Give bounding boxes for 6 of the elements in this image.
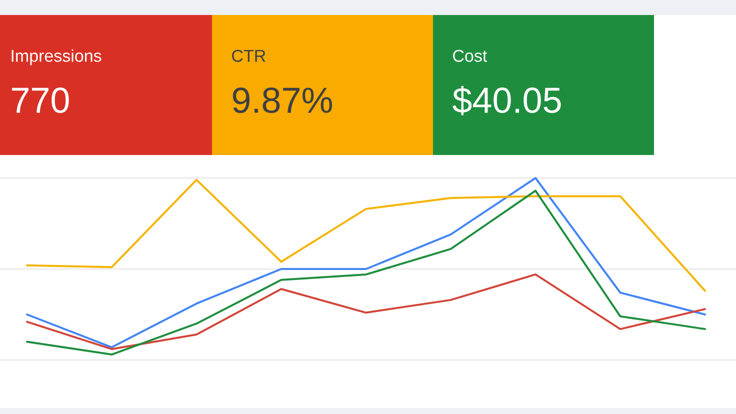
text: Impressions <box>12 49 102 66</box>
text: 770 <box>12 88 69 114</box>
text: $40.05 <box>452 86 561 116</box>
text: Cost <box>453 50 488 62</box>
text: CTR <box>232 50 266 62</box>
text: 9.87% <box>232 88 332 114</box>
